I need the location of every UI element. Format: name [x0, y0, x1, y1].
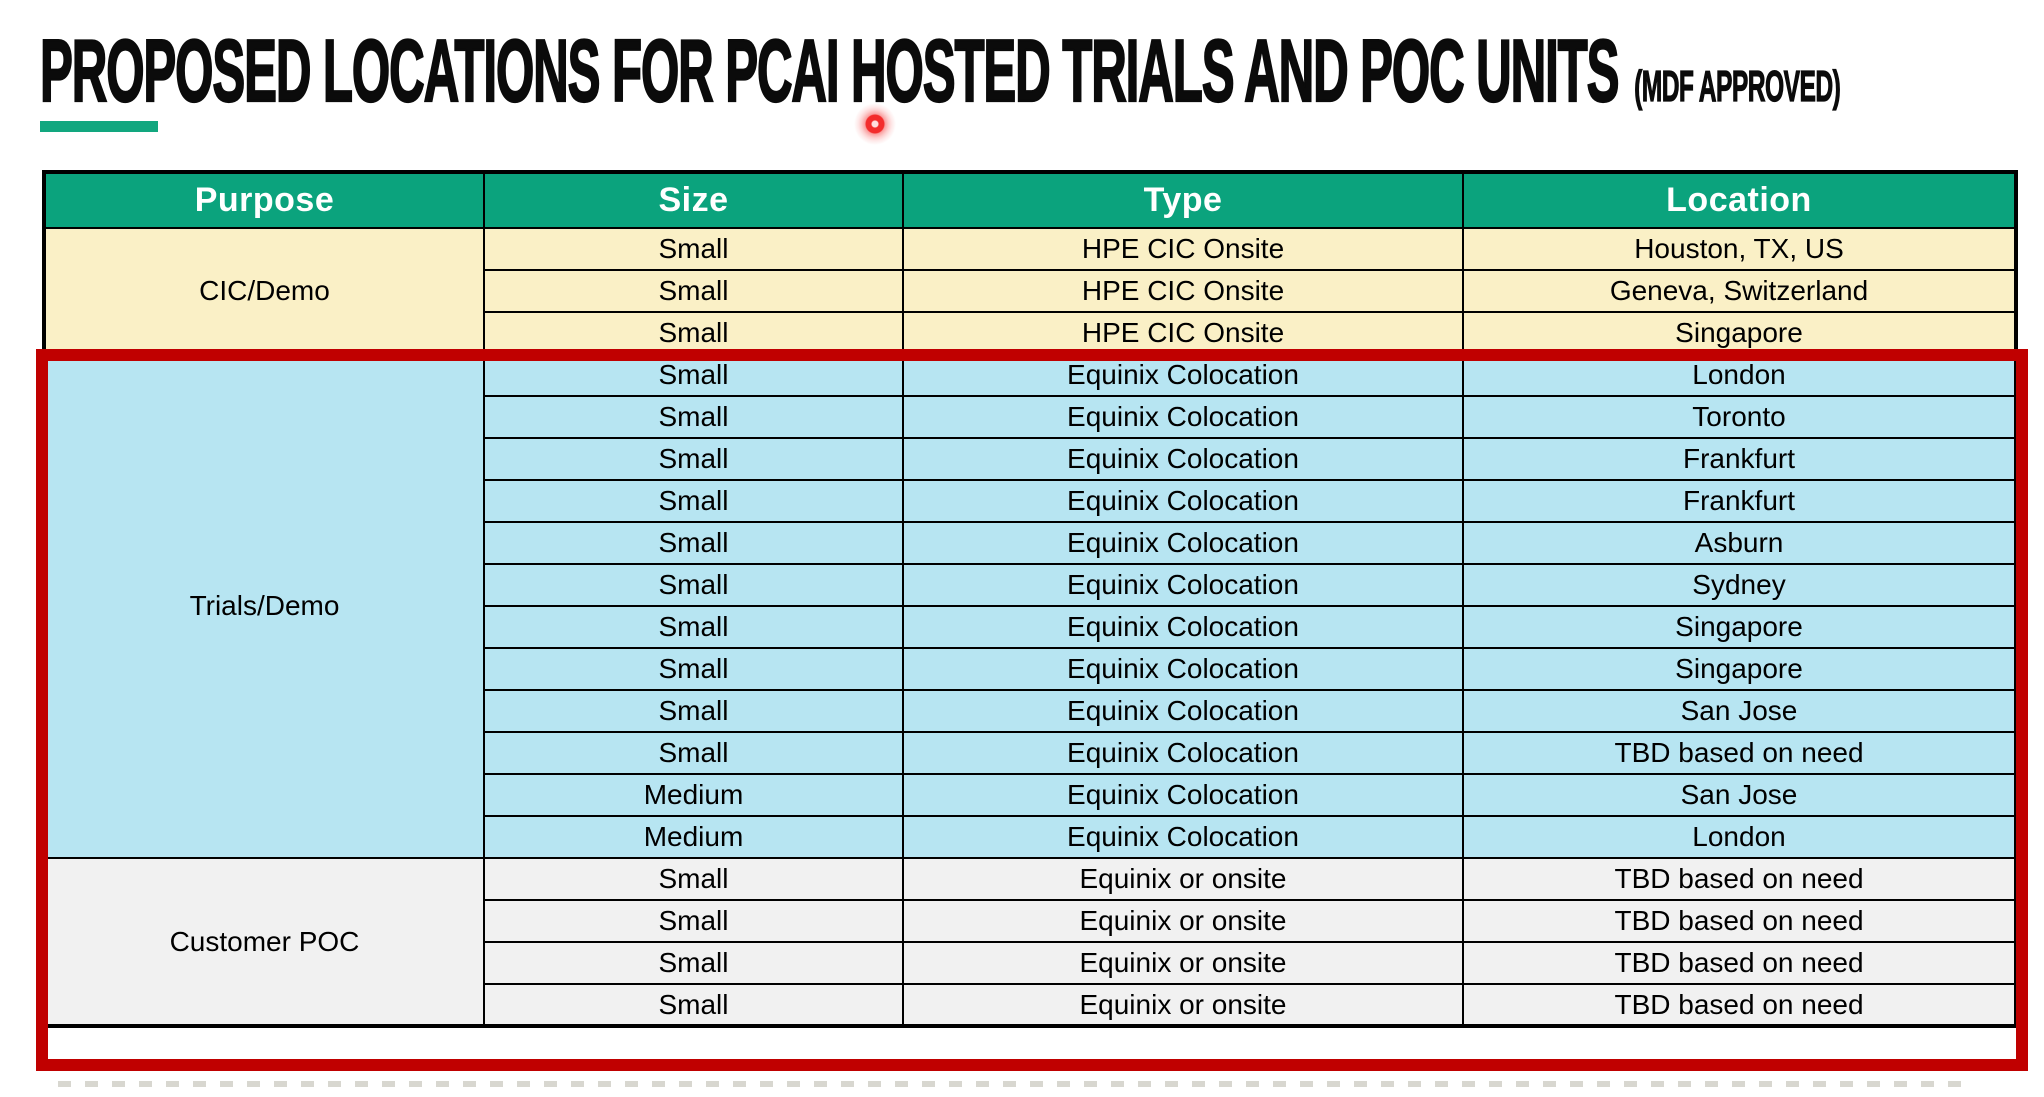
location-cell: TBD based on need: [1462, 857, 2017, 901]
table-row: Small Equinix Colocation Singapore: [44, 647, 2017, 691]
type-cell: Equinix Colocation: [902, 731, 1464, 775]
table-row: Trials/Demo Small Equinix Colocation Lon…: [43, 353, 2017, 859]
type-cell: Equinix Colocation: [902, 563, 1464, 607]
size-cell: Small: [483, 605, 904, 649]
size-cell: Small: [483, 479, 904, 523]
bottom-dashed-artifact: [58, 1081, 1963, 1087]
purpose-cell-cic-demo: CIC/Demo: [43, 227, 485, 355]
type-cell: HPE CIC Onsite: [902, 311, 1464, 355]
laser-pointer-dot: [853, 102, 897, 146]
purpose-cell-customer-poc: Customer POC: [43, 857, 485, 1027]
table-row: Small Equinix Colocation Frankfurt: [44, 437, 2017, 481]
type-cell: Equinix Colocation: [902, 815, 1464, 859]
type-cell: Equinix or onsite: [902, 857, 1464, 901]
size-cell: Medium: [483, 815, 904, 859]
table-row: Small Equinix or onsite TBD based on nee…: [44, 899, 2017, 943]
size-cell: Small: [483, 395, 904, 439]
table-row: Customer POC Small Equinix or onsite TBD…: [43, 857, 2017, 1027]
location-cell: Toronto: [1462, 395, 2017, 439]
size-cell: Small: [483, 647, 904, 691]
location-cell: Asburn: [1462, 521, 2017, 565]
type-cell: Equinix or onsite: [902, 941, 1464, 985]
type-cell: Equinix Colocation: [902, 479, 1464, 523]
location-cell: Singapore: [1462, 605, 2017, 649]
page-title-text: PROPOSED LOCATIONS FOR PCAI HOSTED TRIAL…: [39, 20, 1620, 121]
title-underline-bar: [40, 121, 158, 132]
table-row: Small Equinix or onsite TBD based on nee…: [44, 941, 2017, 985]
column-header-location: Location: [1462, 171, 2017, 229]
size-cell: Small: [483, 437, 904, 481]
location-cell: TBD based on need: [1462, 731, 2017, 775]
size-cell: Small: [483, 227, 904, 271]
page-title: PROPOSED LOCATIONS FOR PCAI HOSTED TRIAL…: [39, 20, 1841, 121]
table-row: Medium Equinix Colocation San Jose: [44, 773, 2017, 817]
table-row: Small Equinix or onsite TBD based on nee…: [44, 983, 2017, 1027]
size-cell: Small: [483, 311, 904, 355]
location-cell: Frankfurt: [1462, 437, 2017, 481]
table-row: Small HPE CIC Onsite Singapore: [44, 311, 2017, 355]
size-cell: Small: [483, 857, 904, 901]
table-row: Small HPE CIC Onsite Geneva, Switzerland: [44, 269, 2017, 313]
purpose-cell-trials-demo: Trials/Demo: [43, 353, 485, 859]
size-cell: Small: [483, 269, 904, 313]
type-cell: Equinix Colocation: [902, 647, 1464, 691]
location-cell: London: [1462, 815, 2017, 859]
size-cell: Small: [483, 353, 904, 397]
size-cell: Medium: [483, 773, 904, 817]
location-cell: Houston, TX, US: [1462, 227, 2017, 271]
location-cell: TBD based on need: [1462, 899, 2017, 943]
type-cell: Equinix Colocation: [902, 605, 1464, 649]
locations-table: Purpose Size Type Location CIC/Demo Smal…: [42, 170, 2018, 1028]
table-row: Small Equinix Colocation Sydney: [44, 563, 2017, 607]
size-cell: Small: [483, 941, 904, 985]
location-cell: Singapore: [1462, 311, 2017, 355]
type-cell: Equinix Colocation: [902, 353, 1464, 397]
location-cell: Geneva, Switzerland: [1462, 269, 2017, 313]
table-row: Small Equinix Colocation Toronto: [44, 395, 2017, 439]
type-cell: Equinix Colocation: [902, 773, 1464, 817]
table-header-row: Purpose Size Type Location: [43, 171, 2017, 229]
location-cell: TBD based on need: [1462, 983, 2017, 1027]
column-header-type: Type: [902, 171, 1464, 229]
location-cell: San Jose: [1462, 689, 2017, 733]
table-row: Small Equinix Colocation TBD based on ne…: [44, 731, 2017, 775]
table-row: CIC/Demo Small HPE CIC Onsite Houston, T…: [43, 227, 2017, 355]
table-row: Small Equinix Colocation San Jose: [44, 689, 2017, 733]
location-cell: Singapore: [1462, 647, 2017, 691]
column-header-size: Size: [483, 171, 904, 229]
type-cell: Equinix Colocation: [902, 437, 1464, 481]
size-cell: Small: [483, 731, 904, 775]
type-cell: HPE CIC Onsite: [902, 269, 1464, 313]
size-cell: Small: [483, 563, 904, 607]
location-cell: Frankfurt: [1462, 479, 2017, 523]
type-cell: Equinix or onsite: [902, 983, 1464, 1027]
type-cell: Equinix Colocation: [902, 395, 1464, 439]
location-cell: Sydney: [1462, 563, 2017, 607]
type-cell: Equinix or onsite: [902, 899, 1464, 943]
location-cell: TBD based on need: [1462, 941, 2017, 985]
table-row: Small Equinix Colocation Frankfurt: [44, 479, 2017, 523]
page-title-suffix: (MDF APPROVED): [1634, 61, 1841, 111]
location-cell: San Jose: [1462, 773, 2017, 817]
size-cell: Small: [483, 689, 904, 733]
size-cell: Small: [483, 899, 904, 943]
table-row: Small Equinix Colocation Singapore: [44, 605, 2017, 649]
table-row: Small Equinix Colocation Asburn: [44, 521, 2017, 565]
size-cell: Small: [483, 521, 904, 565]
type-cell: HPE CIC Onsite: [902, 227, 1464, 271]
type-cell: Equinix Colocation: [902, 521, 1464, 565]
location-cell: London: [1462, 353, 2017, 397]
type-cell: Equinix Colocation: [902, 689, 1464, 733]
table-row: Medium Equinix Colocation London: [44, 815, 2017, 859]
size-cell: Small: [483, 983, 904, 1027]
column-header-purpose: Purpose: [43, 171, 485, 229]
